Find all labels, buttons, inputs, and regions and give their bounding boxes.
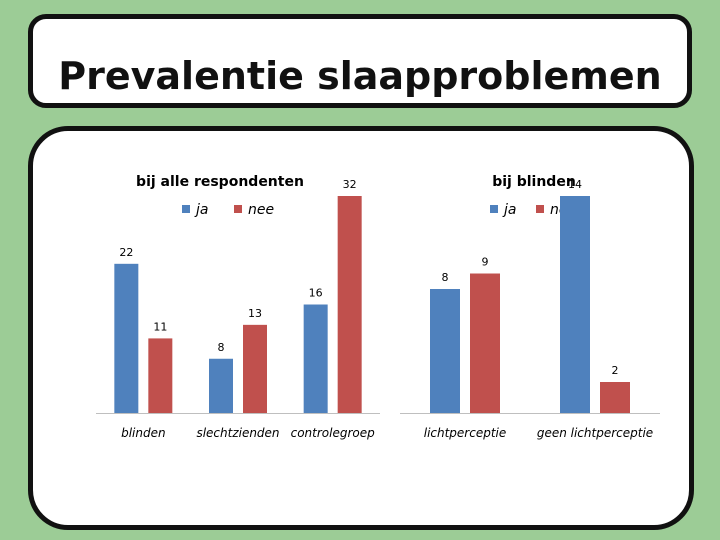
bar-nee	[243, 324, 267, 413]
bar-nee	[600, 382, 630, 413]
bar-ja	[560, 196, 590, 413]
bar-ja	[430, 289, 460, 413]
legend-swatch	[234, 205, 242, 213]
data-label: 13	[248, 307, 262, 320]
data-label: 14	[568, 178, 582, 191]
title-box: Prevalentie slaapproblemen	[28, 14, 692, 108]
x-tick-label: slechtzienden	[196, 426, 279, 440]
legend-label: ja	[502, 202, 516, 218]
x-tick-label: geen lichtperceptie	[537, 426, 653, 440]
x-tick-label: controlegroep	[291, 426, 376, 440]
bar-nee	[337, 196, 362, 413]
bar-ja	[303, 304, 328, 413]
bar-ja	[209, 358, 233, 413]
legend-label: ja	[194, 202, 208, 218]
data-label: 32	[343, 178, 357, 191]
data-label: 16	[309, 287, 323, 300]
data-label: 11	[153, 320, 167, 333]
x-tick-label: blinden	[121, 426, 166, 440]
x-tick-label: lichtperceptie	[424, 426, 507, 440]
data-label: 8	[218, 341, 225, 354]
chart-title: bij blinden	[492, 174, 576, 190]
legend-swatch	[182, 205, 190, 213]
legend-swatch	[536, 205, 544, 213]
bar-ja	[114, 263, 139, 413]
data-label: 22	[119, 246, 133, 259]
data-label: 8	[442, 271, 449, 284]
chart-title: bij alle respondenten	[136, 174, 304, 190]
data-label: 9	[482, 256, 489, 269]
slide-title: Prevalentie slaapproblemen	[58, 54, 662, 98]
legend-swatch	[490, 205, 498, 213]
legend-label: nee	[248, 202, 274, 218]
bar-nee	[148, 338, 173, 413]
data-label: 2	[612, 364, 619, 377]
bar-nee	[470, 273, 500, 413]
